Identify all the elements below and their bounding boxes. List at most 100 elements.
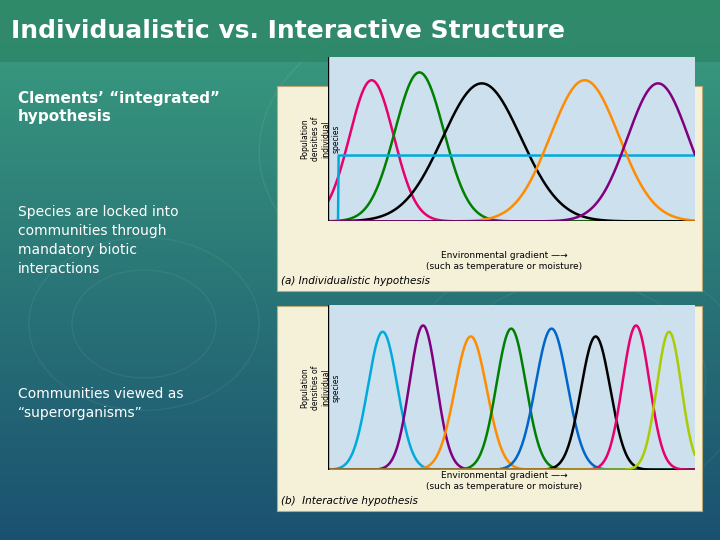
Bar <box>0 141 720 144</box>
Bar <box>0 137 720 139</box>
Bar <box>0 152 720 154</box>
Bar <box>0 97 720 99</box>
Bar <box>0 340 720 342</box>
Bar <box>0 131 720 133</box>
Bar <box>0 110 720 112</box>
Bar <box>0 158 720 160</box>
Bar <box>0 528 720 529</box>
Bar <box>0 445 720 447</box>
Bar <box>0 9 720 11</box>
Bar <box>277 86 702 292</box>
Text: Communities viewed as
“superorganisms”: Communities viewed as “superorganisms” <box>18 387 184 420</box>
Bar <box>0 449 720 451</box>
Text: Population
densities of
individual
species: Population densities of individual speci… <box>300 117 341 161</box>
Bar <box>0 534 720 536</box>
Bar <box>0 396 720 399</box>
Bar <box>0 179 720 181</box>
Bar <box>0 175 720 177</box>
Bar <box>0 352 720 354</box>
Bar <box>0 382 720 384</box>
Bar <box>0 12 720 15</box>
Bar <box>0 354 720 356</box>
Bar <box>0 266 720 268</box>
Bar <box>0 242 720 245</box>
Bar <box>0 498 720 500</box>
Bar <box>0 270 720 272</box>
Bar <box>0 184 720 186</box>
Bar <box>0 163 720 165</box>
Bar <box>0 80 720 82</box>
Bar <box>0 519 720 521</box>
Bar <box>0 171 720 173</box>
Text: Environmental gradient —→
(such as temperature or moisture): Environmental gradient —→ (such as tempe… <box>426 251 582 271</box>
Bar <box>0 276 720 279</box>
Bar <box>0 512 720 515</box>
Bar <box>0 475 720 477</box>
Bar <box>0 502 720 504</box>
Bar <box>0 89 720 91</box>
Bar <box>0 321 720 323</box>
Bar <box>0 285 720 287</box>
Bar <box>0 261 720 264</box>
Bar <box>0 462 720 464</box>
Text: Individualistic vs. Interactive Structure: Individualistic vs. Interactive Structur… <box>11 19 564 43</box>
Bar <box>0 188 720 190</box>
Bar <box>0 245 720 247</box>
Bar <box>0 356 720 359</box>
Bar <box>0 348 720 350</box>
Bar <box>0 443 720 445</box>
Bar <box>0 508 720 510</box>
Bar <box>0 59 720 61</box>
Bar <box>0 430 720 433</box>
Bar <box>0 409 720 411</box>
Bar <box>0 144 720 146</box>
Bar <box>0 517 720 519</box>
Bar <box>0 363 720 365</box>
Bar <box>0 194 720 196</box>
Bar <box>0 361 720 363</box>
Bar <box>0 255 720 258</box>
Bar <box>0 19 720 21</box>
Bar <box>0 232 720 234</box>
Bar <box>0 118 720 120</box>
Bar <box>0 291 720 293</box>
Bar <box>0 384 720 386</box>
Bar <box>0 165 720 167</box>
Bar <box>0 103 720 105</box>
Bar <box>0 0 720 2</box>
Bar <box>0 416 720 417</box>
Bar <box>0 393 720 394</box>
Bar <box>0 454 720 456</box>
Bar <box>0 377 720 380</box>
Bar <box>0 217 720 219</box>
Bar <box>0 240 720 242</box>
Bar <box>0 17 720 19</box>
Bar <box>0 247 720 249</box>
Bar <box>0 479 720 481</box>
Bar <box>0 114 720 116</box>
Bar <box>0 228 720 230</box>
Bar <box>0 274 720 276</box>
Bar <box>0 460 720 462</box>
Bar <box>0 456 720 458</box>
Bar <box>0 36 720 38</box>
Bar <box>0 466 720 468</box>
Bar <box>0 74 720 76</box>
Bar <box>0 521 720 523</box>
Bar <box>0 46 720 49</box>
Bar <box>0 82 720 84</box>
Bar <box>0 510 720 512</box>
Text: Clements’ “integrated”
hypothesis: Clements’ “integrated” hypothesis <box>18 91 220 124</box>
Bar <box>0 411 720 414</box>
Bar <box>0 105 720 107</box>
Bar <box>0 11 720 12</box>
Bar <box>0 53 720 55</box>
Bar <box>0 123 720 124</box>
Bar <box>0 213 720 215</box>
Bar <box>0 268 720 270</box>
Bar <box>0 154 720 156</box>
Bar <box>0 219 720 221</box>
Bar <box>0 464 720 466</box>
Text: Population
densities of
individual
species: Population densities of individual speci… <box>300 365 341 410</box>
Bar <box>0 316 720 319</box>
